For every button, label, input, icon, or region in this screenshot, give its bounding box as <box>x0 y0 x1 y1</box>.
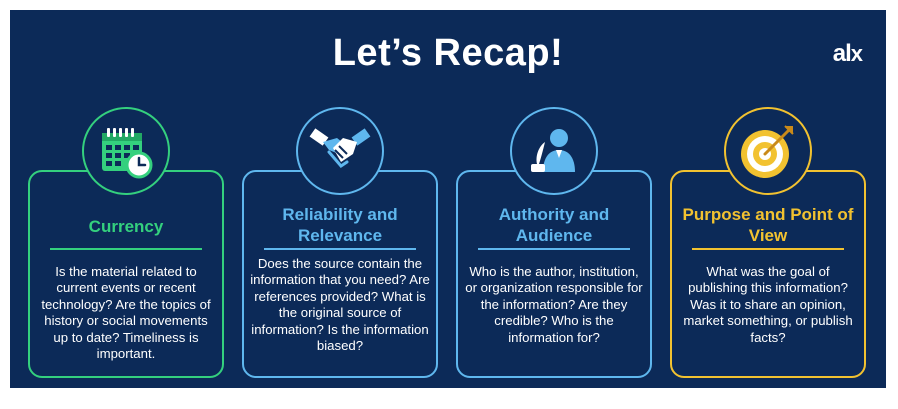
card-body: Does the source contain the information … <box>250 256 430 354</box>
card-title: Authority and Audience <box>498 205 610 245</box>
handshake-icon <box>296 107 384 195</box>
card-divider <box>50 248 202 250</box>
calendar-clock-icon <box>82 107 170 195</box>
card-body: Who is the author, institution, or organ… <box>465 264 643 345</box>
card-reliability: Reliability and Relevance Does the sourc… <box>242 170 438 378</box>
author-quill-icon <box>510 107 598 195</box>
card-title: Reliability and Relevance <box>282 205 398 245</box>
card-divider <box>478 248 630 250</box>
card-authority: Authority and Audience Who is the author… <box>456 170 652 378</box>
card-divider <box>692 248 844 250</box>
card-body: What was the goal of publishing this inf… <box>683 264 853 345</box>
logo-text: al <box>832 40 852 67</box>
alx-logo: alx <box>832 40 863 68</box>
target-arrow-icon <box>724 107 812 195</box>
card-divider <box>264 248 416 250</box>
card-title: Purpose and Point of View <box>682 205 854 245</box>
page-title: Let’s Recap! <box>332 32 564 74</box>
card-title: Currency <box>88 217 164 236</box>
recap-slide: Let’s Recap! alx Currency Is the materia… <box>10 10 886 388</box>
card-purpose: Purpose and Point of View What was the g… <box>670 170 866 378</box>
card-currency: Currency Is the material related to curr… <box>28 170 224 378</box>
logo-mark: x <box>850 41 863 66</box>
card-body: Is the material related to current event… <box>41 264 211 362</box>
